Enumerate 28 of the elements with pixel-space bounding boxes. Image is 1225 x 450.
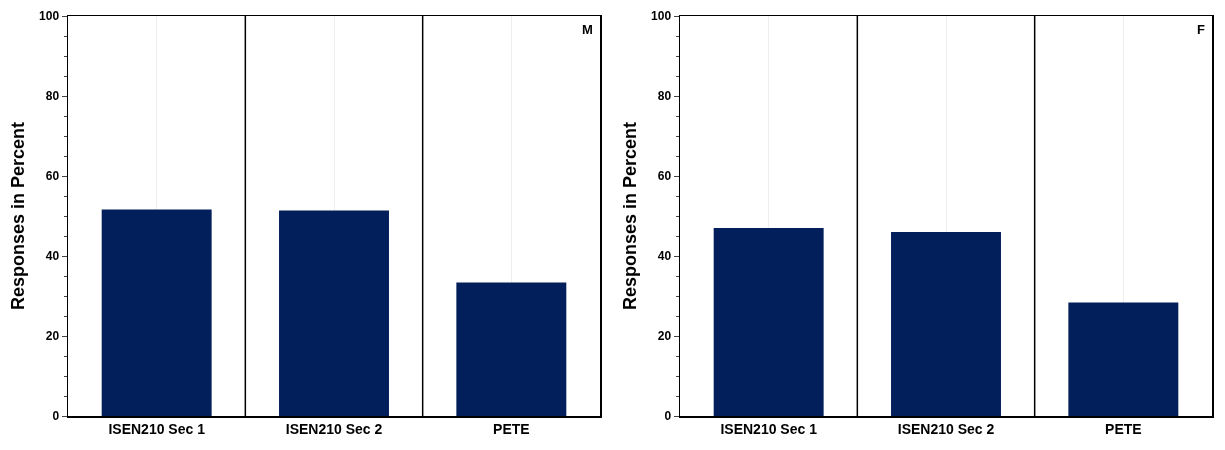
y-tick-label: 80 (657, 89, 672, 104)
y-tick-label: 0 (52, 409, 60, 424)
y-tick-label: 40 (45, 249, 60, 264)
y-tick-label: 0 (664, 409, 672, 424)
bar (713, 228, 824, 416)
bar (456, 282, 567, 416)
bar (1068, 302, 1179, 416)
bar (891, 232, 1001, 416)
y-axis-title: Responses in Percent (619, 121, 640, 311)
y-tick-label: 20 (45, 329, 60, 344)
bar (279, 210, 389, 416)
x-tick-label: ISEN210 Sec 2 (285, 421, 383, 438)
x-tick-label: PETE (1105, 421, 1142, 438)
annotation: F (1197, 22, 1205, 37)
y-tick-label: 100 (651, 9, 672, 24)
bar (101, 209, 212, 416)
y-tick-label: 20 (657, 329, 672, 344)
x-tick-label: ISEN210 Sec 2 (897, 421, 995, 438)
x-tick-label: PETE (493, 421, 530, 438)
y-tick-label: 40 (657, 249, 672, 264)
y-tick-label: 60 (45, 169, 60, 184)
annotation: M (582, 22, 593, 37)
x-tick-label: ISEN210 Sec 1 (720, 421, 818, 438)
x-tick-label: ISEN210 Sec 1 (108, 421, 206, 438)
y-tick-label: 100 (39, 9, 60, 24)
y-axis-title: Responses in Percent (7, 121, 28, 311)
y-tick-label: 60 (657, 169, 672, 184)
y-tick-label: 80 (45, 89, 60, 104)
